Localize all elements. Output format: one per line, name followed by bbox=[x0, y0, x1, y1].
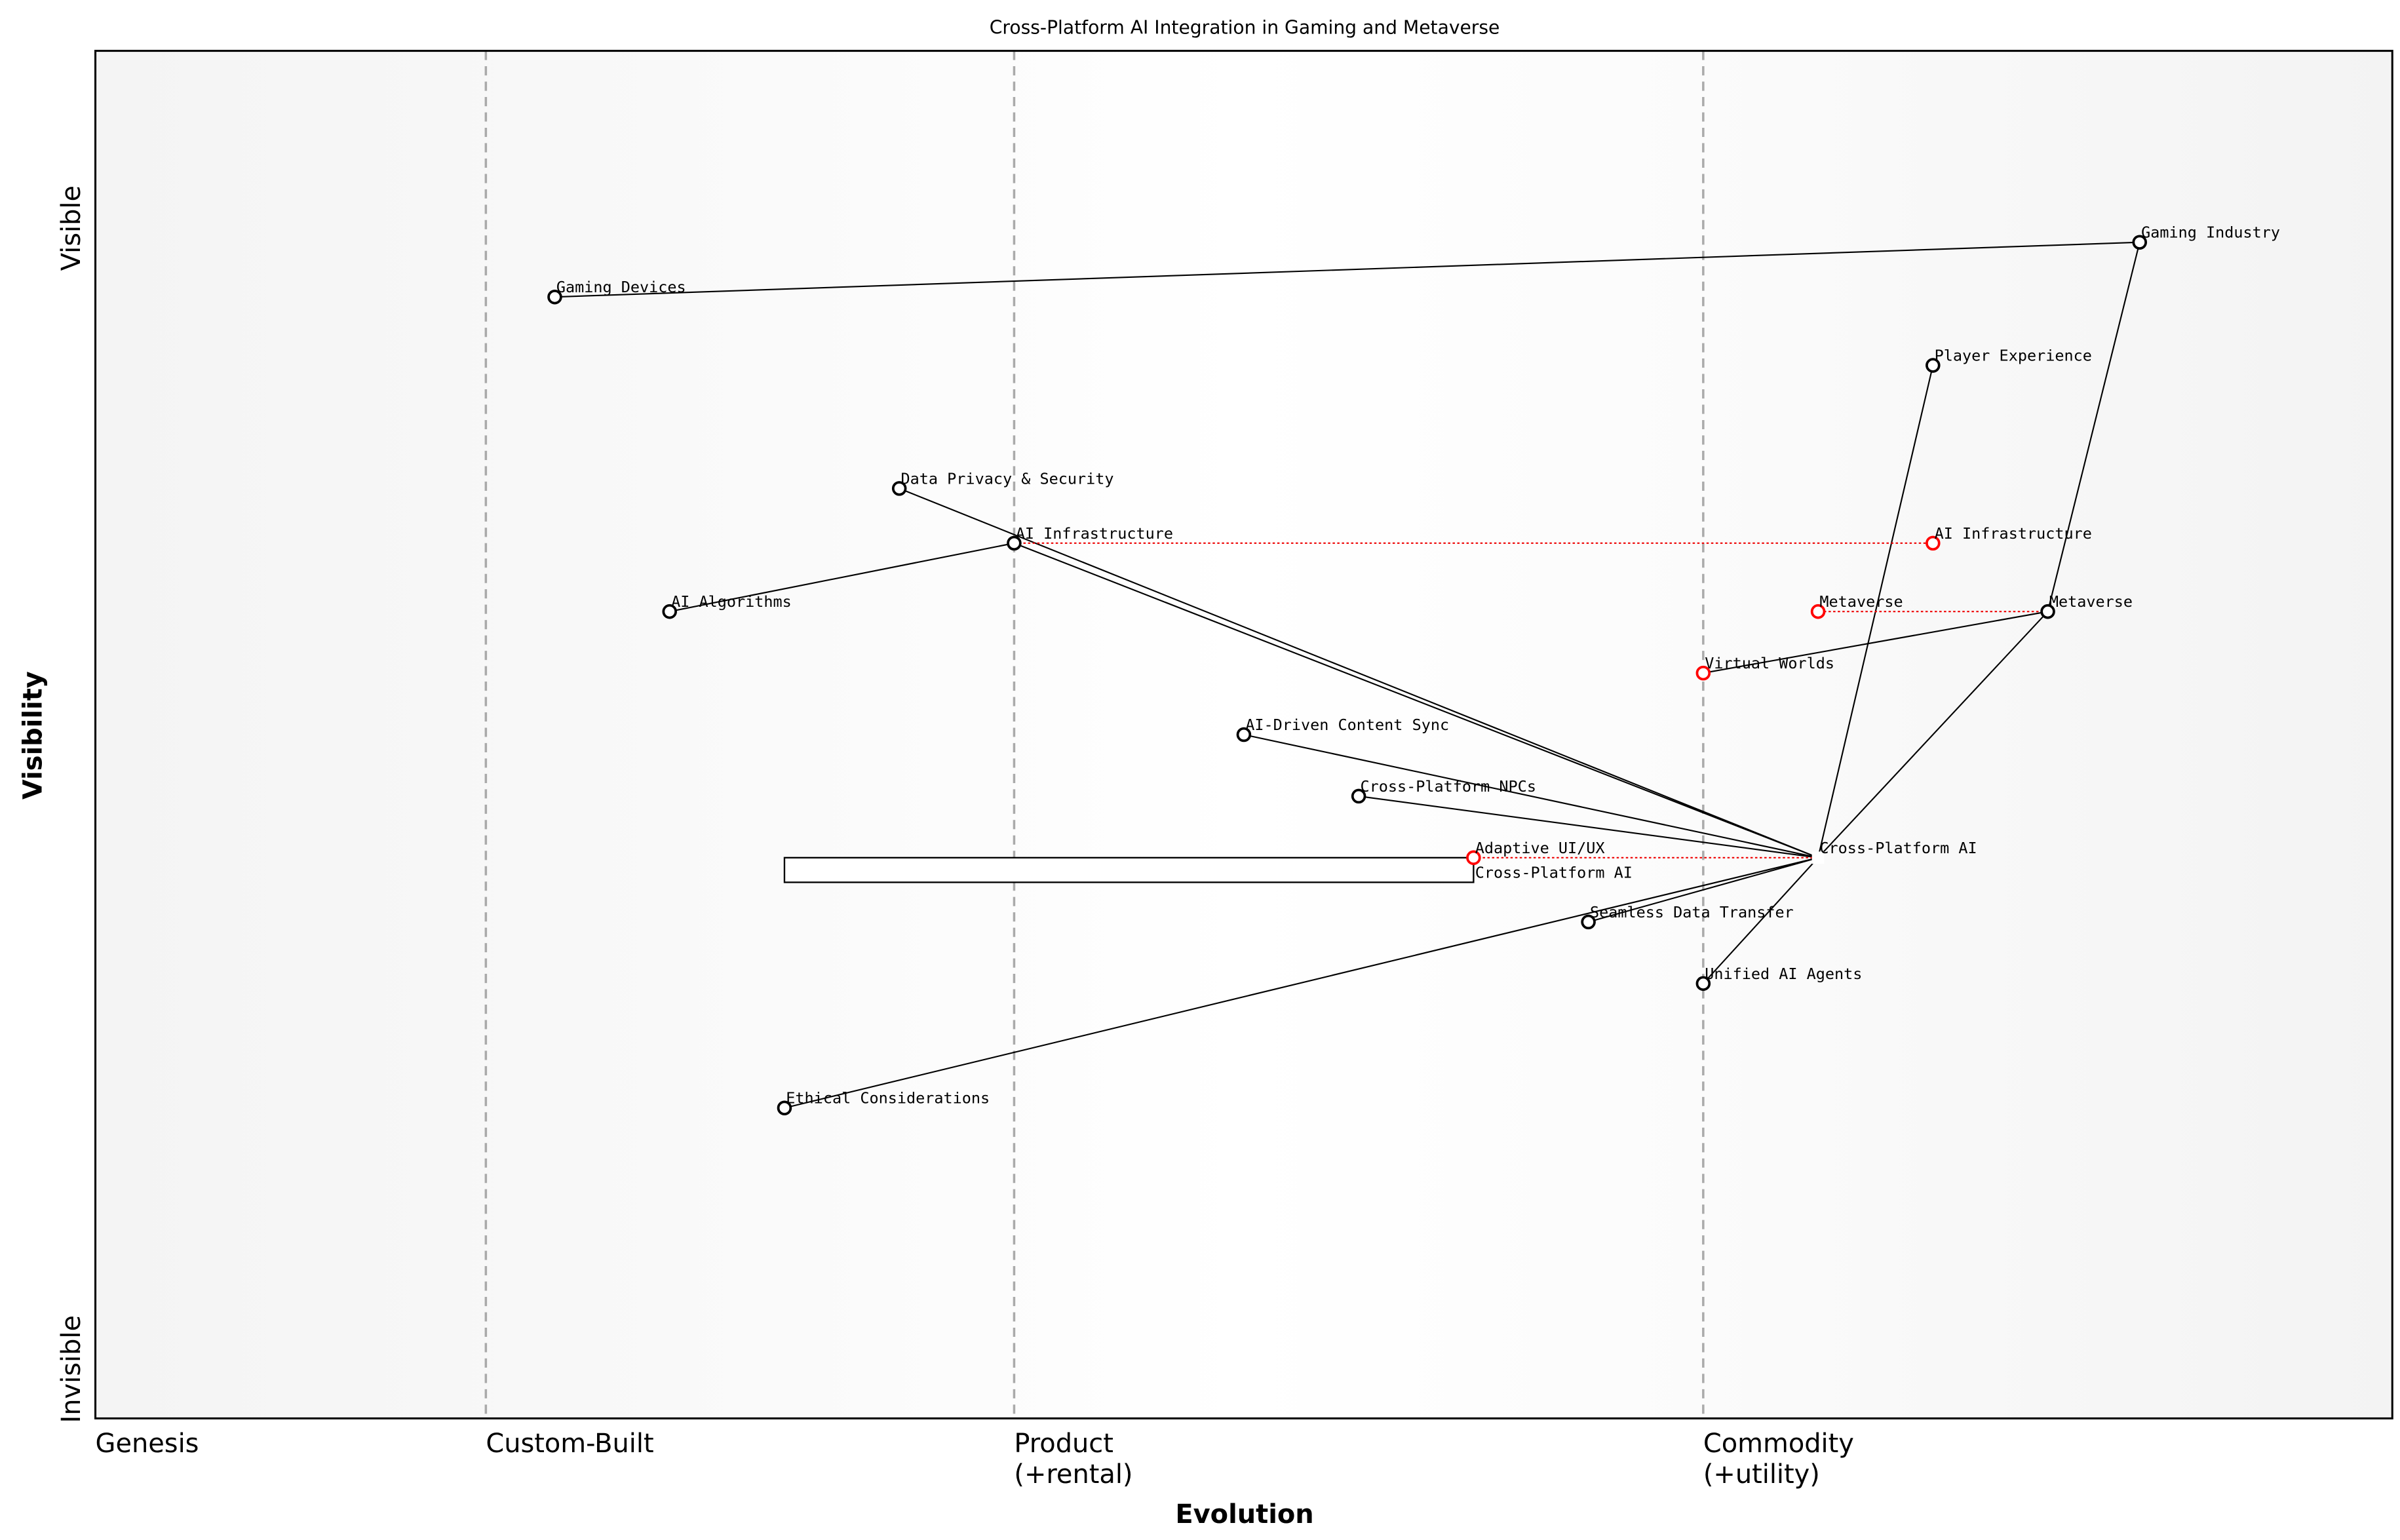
dependency-link bbox=[784, 857, 1819, 1109]
component-marker bbox=[1007, 535, 1022, 551]
pipeline-box bbox=[783, 857, 1475, 883]
component-alg[interactable]: AI Algorithms bbox=[662, 592, 792, 619]
component-marker bbox=[1926, 535, 1941, 551]
dependency-link bbox=[2047, 242, 2140, 612]
component-marker bbox=[1466, 850, 1481, 866]
component-ai2[interactable]: AI Infrastructure bbox=[1926, 524, 2092, 551]
component-label: AI-Driven Content Sync bbox=[1245, 716, 1449, 734]
component-label: Seamless Data Transfer bbox=[1590, 903, 1794, 921]
dependency-link bbox=[1588, 857, 1819, 923]
stage-label: Genesis bbox=[96, 1429, 199, 1459]
dependency-link bbox=[1817, 611, 2049, 858]
component-marker bbox=[1811, 851, 1825, 864]
y-axis-title: Visibility bbox=[18, 671, 48, 799]
dependency-link bbox=[669, 542, 1015, 613]
map-title: Cross-Platform AI Integration in Gaming … bbox=[990, 17, 1500, 39]
dependency-link bbox=[1358, 795, 1819, 858]
component-label: Metaverse bbox=[2049, 592, 2133, 611]
stage-label: Product bbox=[1014, 1429, 1113, 1459]
component-marker bbox=[891, 481, 907, 496]
component-marker bbox=[547, 289, 562, 305]
dependency-link bbox=[554, 241, 2140, 298]
component-label: Data Privacy & Security bbox=[901, 469, 1114, 488]
component-npc[interactable]: Cross-Platform NPCs bbox=[1351, 777, 1536, 804]
x-axis-title: Evolution bbox=[1175, 1499, 1313, 1530]
stage-sublabel: (+utility) bbox=[1703, 1459, 1820, 1490]
component-vw[interactable]: Virtual Worlds bbox=[1695, 654, 1834, 681]
component-marker bbox=[1351, 788, 1366, 804]
component-cp[interactable]: Cross-Platform AI bbox=[1811, 839, 1977, 864]
component-marker bbox=[2132, 235, 2148, 250]
component-ui[interactable]: Adaptive UI/UX bbox=[1466, 839, 1605, 866]
component-marker bbox=[1581, 914, 1596, 930]
component-pe[interactable]: Player Experience bbox=[1926, 347, 2092, 373]
component-marker bbox=[1810, 604, 1826, 619]
component-label: AI Algorithms bbox=[671, 592, 792, 611]
component-label: AI Infrastructure bbox=[1016, 524, 1173, 543]
component-dps[interactable]: Data Privacy & Security bbox=[891, 469, 1114, 496]
component-label: Player Experience bbox=[1935, 347, 2092, 365]
component-label: Virtual Worlds bbox=[1705, 654, 1834, 672]
component-label: Cross-Platform AI bbox=[1475, 863, 1633, 881]
component-ui_cp[interactable]: Cross-Platform AI bbox=[1475, 863, 1633, 881]
component-marker bbox=[1926, 358, 1941, 373]
component-label: Metaverse bbox=[1819, 592, 1903, 611]
component-cs[interactable]: AI-Driven Content Sync bbox=[1236, 716, 1450, 742]
component-mv2[interactable]: Metaverse bbox=[1810, 592, 1903, 619]
stage-label: Commodity bbox=[1703, 1429, 1854, 1459]
component-gi[interactable]: Gaming Industry bbox=[2132, 223, 2280, 250]
dependency-link bbox=[1243, 733, 1819, 858]
component-label: Cross-Platform NPCs bbox=[1360, 777, 1536, 796]
component-label: AI Infrastructure bbox=[1935, 524, 2092, 543]
component-label: Gaming Devices bbox=[556, 278, 686, 296]
component-marker bbox=[1236, 727, 1252, 742]
component-label: Gaming Industry bbox=[2141, 223, 2280, 242]
component-label: Ethical Considerations bbox=[786, 1089, 990, 1107]
component-gd[interactable]: Gaming Devices bbox=[547, 278, 686, 305]
y-bottom-label: Invisible bbox=[56, 1315, 87, 1423]
component-mv[interactable]: Metaverse bbox=[2040, 592, 2133, 619]
component-ua[interactable]: Unified AI Agents bbox=[1695, 965, 1862, 991]
component-label: Unified AI Agents bbox=[1705, 965, 1862, 983]
component-ai[interactable]: AI Infrastructure bbox=[1007, 524, 1173, 551]
dependency-link bbox=[1014, 542, 1819, 858]
component-marker bbox=[777, 1100, 792, 1115]
dependency-link bbox=[1703, 857, 1819, 984]
plot-frame bbox=[94, 50, 2393, 1419]
component-marker bbox=[1695, 665, 1711, 681]
component-label: Adaptive UI/UX bbox=[1475, 839, 1605, 857]
stage-label: Custom-Built bbox=[486, 1429, 653, 1459]
component-marker bbox=[2040, 604, 2055, 619]
component-sdt[interactable]: Seamless Data Transfer bbox=[1581, 903, 1794, 930]
stage-sublabel: (+rental) bbox=[1014, 1459, 1132, 1490]
y-top-label: Visible bbox=[56, 185, 87, 271]
component-ec[interactable]: Ethical Considerations bbox=[777, 1089, 990, 1115]
dependency-link bbox=[1703, 611, 2048, 674]
component-marker bbox=[662, 604, 677, 619]
component-marker bbox=[1695, 976, 1711, 991]
component-label: Cross-Platform AI bbox=[1819, 839, 1977, 857]
dependency-link bbox=[899, 488, 1819, 858]
